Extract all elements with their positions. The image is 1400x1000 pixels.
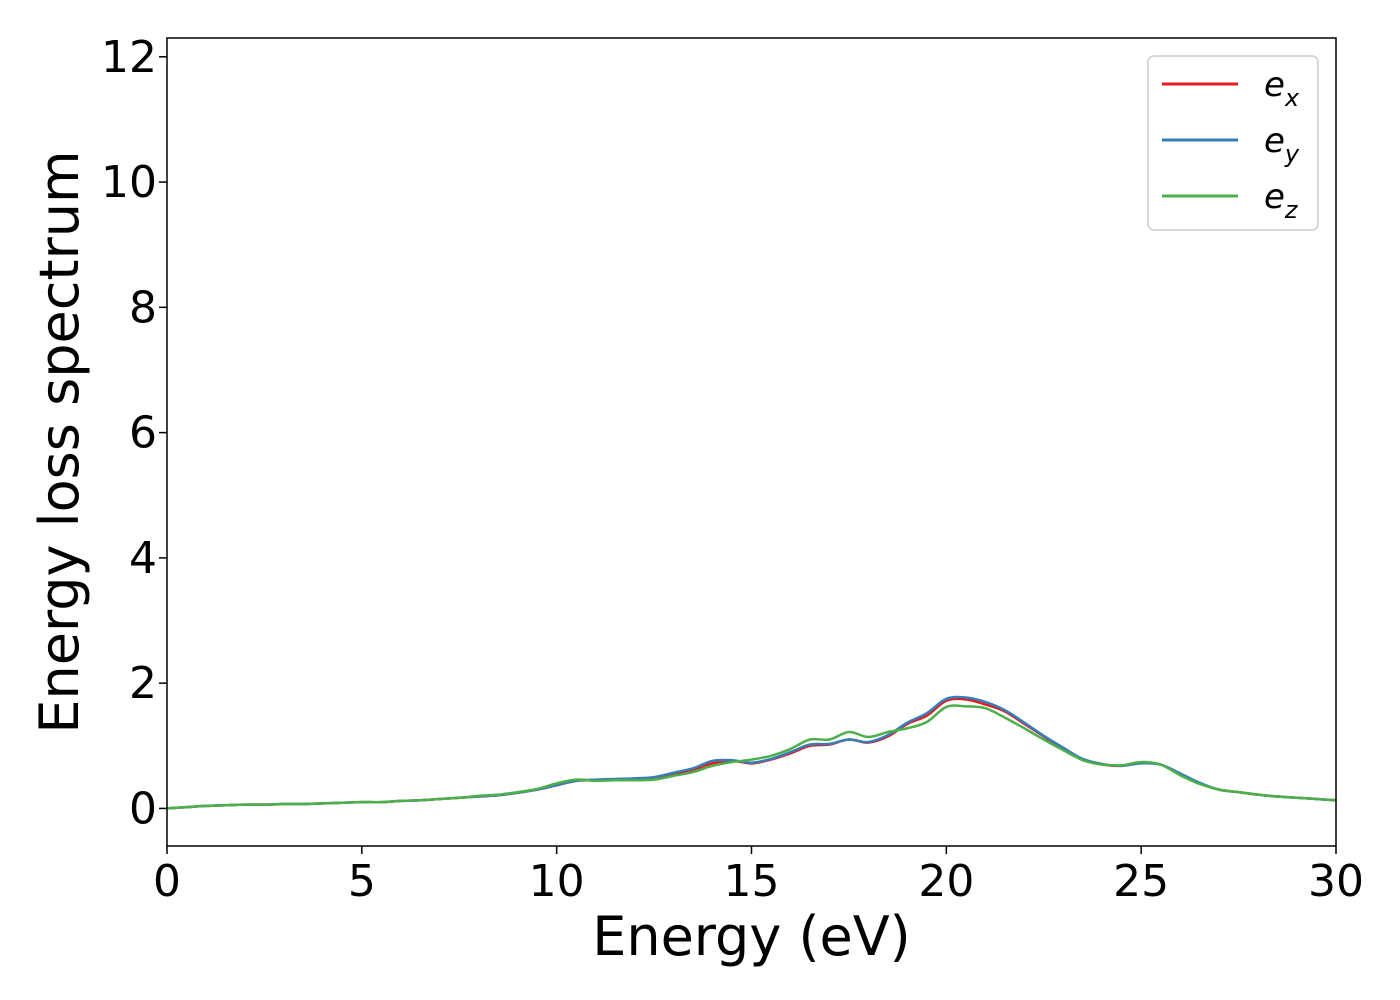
legend-label-ez: ez [1264,177,1299,224]
plot-lines [166,695,1337,810]
x-tick-label: 0 [153,856,181,907]
y-tick-label: 2 [129,658,157,709]
series-line-ez [166,704,1337,810]
x-tick-label: 20 [918,856,974,907]
series-line-ex [166,697,1337,810]
y-tick-label: 6 [129,408,157,459]
legend-label-ex: ex [1264,65,1300,112]
x-tick-label: 10 [529,856,585,907]
series-line-ey [166,695,1337,810]
y-tick-label: 8 [129,282,157,333]
x-axis-label: Energy (eV) [592,905,911,968]
x-tick-label: 5 [348,856,376,907]
x-tick-label: 30 [1308,856,1364,907]
legend-box [1147,55,1319,231]
y-tick-label: 10 [101,157,157,208]
y-axis-label: Energy loss spectrum [28,150,91,733]
legend-label-ey: ey [1264,121,1300,168]
y-tick-label: 12 [101,32,157,83]
x-axis: 0 5 10 15 20 25 30 [153,846,1364,907]
y-axis: 0 2 4 6 8 10 12 [101,32,167,834]
y-tick-label: 4 [129,533,157,584]
x-tick-label: 25 [1113,856,1169,907]
y-tick-label: 0 [129,783,157,834]
legend: ex ey ez [1147,55,1319,231]
x-tick-label: 15 [724,856,780,907]
